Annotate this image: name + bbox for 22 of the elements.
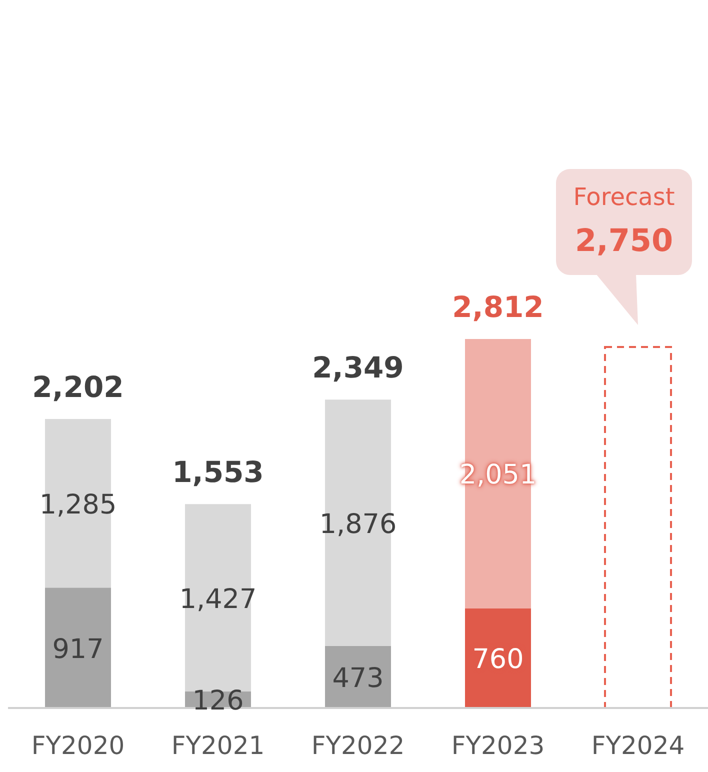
total-label: 1,553: [172, 455, 264, 490]
text: Forecast: [573, 183, 675, 212]
data-label: 1,285: [39, 489, 117, 520]
x-tick-label: FY2021: [171, 730, 265, 760]
data-label: 126: [192, 686, 244, 717]
bar: [45, 588, 111, 708]
data-label: 473: [332, 662, 384, 694]
data-label: 760: [472, 644, 524, 676]
data-label: 917: [52, 634, 104, 665]
data-label: 1,876: [319, 508, 397, 540]
x-tick-label: FY2023: [451, 730, 545, 760]
total-label: 2,202: [32, 370, 124, 404]
x-tick-label: FY2024: [591, 730, 685, 760]
data-label: 2,750: [574, 223, 674, 260]
x-tick-label: FY2022: [311, 730, 405, 760]
x-tick-label: FY2020: [31, 730, 125, 760]
total-label: 2,812: [452, 290, 544, 324]
bar: [465, 608, 531, 708]
bar: [604, 346, 672, 708]
data-label: 1,427: [179, 584, 257, 615]
total-label: 2,349: [312, 350, 404, 385]
bar: [325, 646, 391, 708]
